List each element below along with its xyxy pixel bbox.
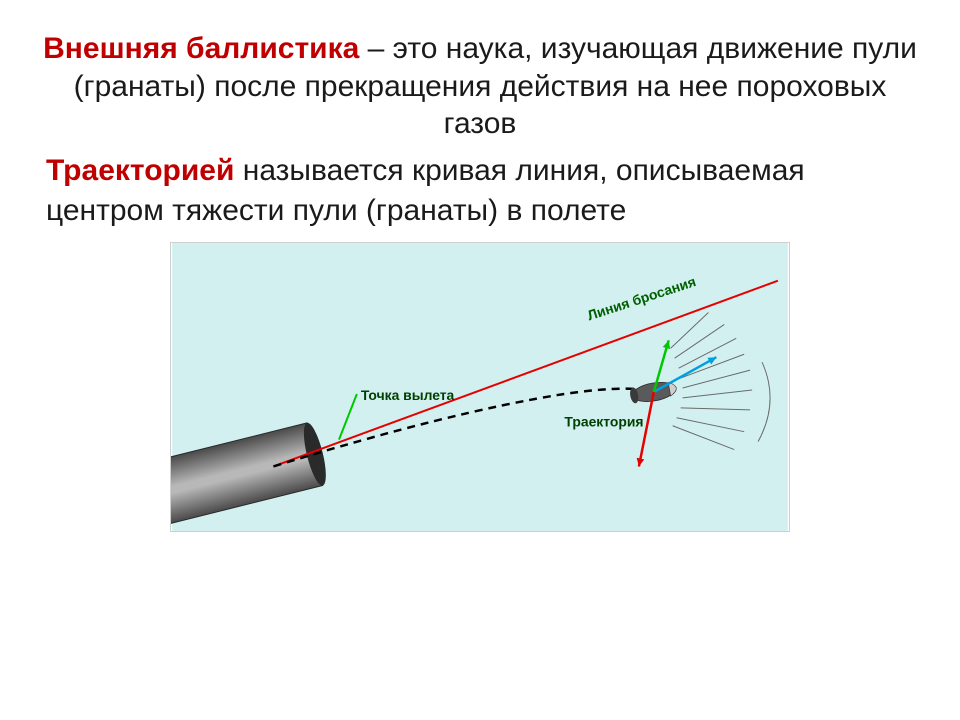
svg-text:Точка вылета: Точка вылета (361, 386, 455, 402)
diagram-container: Линия бросанияТраекторияТочка вылета (40, 242, 920, 701)
svg-text:Траектория: Траектория (564, 413, 643, 429)
ballistics-diagram: Линия бросанияТраекторияТочка вылета (170, 242, 790, 532)
definition-term: Траекторией (46, 154, 234, 187)
definition-text: Траекторией называется кривая линия, опи… (40, 151, 920, 232)
slide-title: Внешняя баллистика – это наука, изучающа… (40, 30, 920, 143)
title-term: Внешняя баллистика (43, 32, 359, 65)
